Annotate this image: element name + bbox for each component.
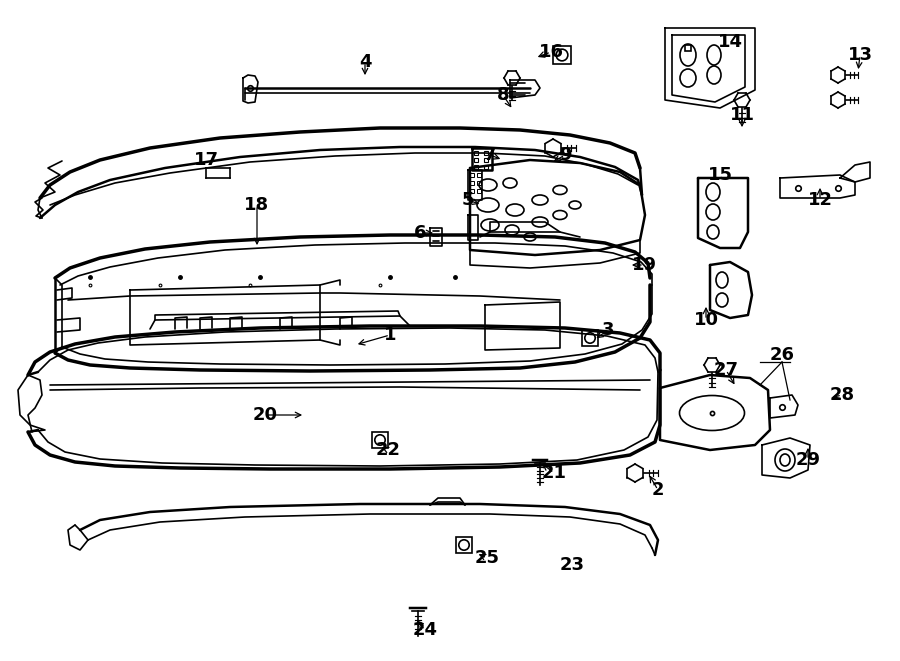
Text: 22: 22 xyxy=(375,441,401,459)
Text: 13: 13 xyxy=(848,46,872,64)
Text: 1: 1 xyxy=(383,326,396,344)
Text: 9: 9 xyxy=(559,146,572,164)
Text: 26: 26 xyxy=(770,346,795,364)
Text: 28: 28 xyxy=(830,386,855,404)
Text: 12: 12 xyxy=(807,191,833,209)
Text: 15: 15 xyxy=(707,166,733,184)
Text: 29: 29 xyxy=(796,451,821,469)
Text: 6: 6 xyxy=(414,224,427,242)
Text: 23: 23 xyxy=(560,556,584,574)
Text: 4: 4 xyxy=(359,53,371,71)
Text: 24: 24 xyxy=(412,621,437,639)
Bar xyxy=(372,432,388,448)
Bar xyxy=(582,330,598,346)
Text: 17: 17 xyxy=(194,151,219,169)
Text: 11: 11 xyxy=(730,106,754,124)
Text: 7: 7 xyxy=(484,146,496,164)
Text: 8: 8 xyxy=(497,86,509,104)
Text: 10: 10 xyxy=(694,311,718,329)
Text: 14: 14 xyxy=(717,33,742,51)
Bar xyxy=(553,46,571,64)
Text: 21: 21 xyxy=(542,464,566,482)
Text: 25: 25 xyxy=(474,549,500,567)
Text: 5: 5 xyxy=(462,191,474,209)
Text: 18: 18 xyxy=(245,196,270,214)
Text: 16: 16 xyxy=(538,43,563,61)
Text: 2: 2 xyxy=(652,481,664,499)
Bar xyxy=(456,537,472,553)
Text: 20: 20 xyxy=(253,406,277,424)
Text: 27: 27 xyxy=(714,361,739,379)
Text: 19: 19 xyxy=(632,256,656,274)
Text: 3: 3 xyxy=(602,321,614,339)
